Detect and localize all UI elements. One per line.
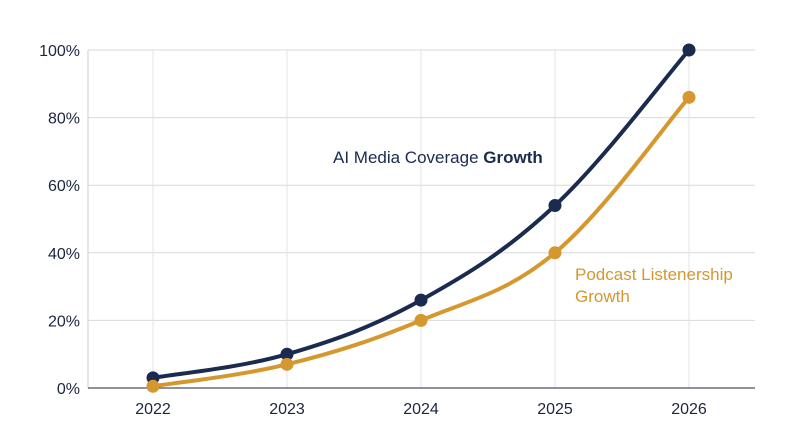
grid bbox=[88, 49, 755, 388]
y-tick-label-100: 100% bbox=[39, 43, 80, 60]
y-tick-label-60: 60% bbox=[48, 178, 80, 195]
series-label-ai-regular: AI Media Coverage bbox=[333, 148, 483, 167]
data-point-podcast-listenership-growth-2022 bbox=[146, 379, 160, 393]
data-point-podcast-listenership-growth-2024 bbox=[414, 313, 428, 327]
series-label-podcast-line1: Podcast Listenership bbox=[575, 265, 733, 284]
data-point-podcast-listenership-growth-2023 bbox=[280, 357, 294, 371]
series-points bbox=[146, 43, 696, 393]
series-label-podcast-listenership: Podcast Listenership Growth bbox=[575, 265, 733, 306]
axes: 0% 20% 40% 60% 80% 100% 2022 2023 2024 2025 2026 bbox=[39, 43, 755, 418]
y-tick-label-40: 40% bbox=[48, 246, 80, 263]
x-tick-label-2024: 2024 bbox=[403, 401, 439, 418]
data-point-ai-media-coverage-growth-2024 bbox=[414, 293, 428, 307]
series-label-podcast-line2: Growth bbox=[575, 287, 630, 306]
x-tick-label-2025: 2025 bbox=[537, 401, 573, 418]
y-tick-label-20: 20% bbox=[48, 313, 80, 330]
y-tick-label-0: 0% bbox=[57, 381, 80, 398]
x-tick-label-2023: 2023 bbox=[269, 401, 305, 418]
data-point-ai-media-coverage-growth-2023 bbox=[280, 347, 294, 361]
y-tick-label-80: 80% bbox=[48, 111, 80, 128]
x-tick-label-2026: 2026 bbox=[671, 401, 707, 418]
series-label-ai-bold: Growth bbox=[483, 148, 543, 167]
series-line-podcast-listenership-growth bbox=[151, 95, 691, 389]
x-tick-label-2022: 2022 bbox=[135, 401, 171, 418]
data-point-ai-media-coverage-growth-2025 bbox=[548, 198, 562, 212]
data-point-ai-media-coverage-growth-2026 bbox=[682, 43, 696, 57]
series-label-ai-media-coverage: AI Media Coverage Growth bbox=[333, 148, 543, 167]
data-point-podcast-listenership-growth-2026 bbox=[682, 90, 696, 104]
data-point-podcast-listenership-growth-2025 bbox=[548, 246, 562, 260]
